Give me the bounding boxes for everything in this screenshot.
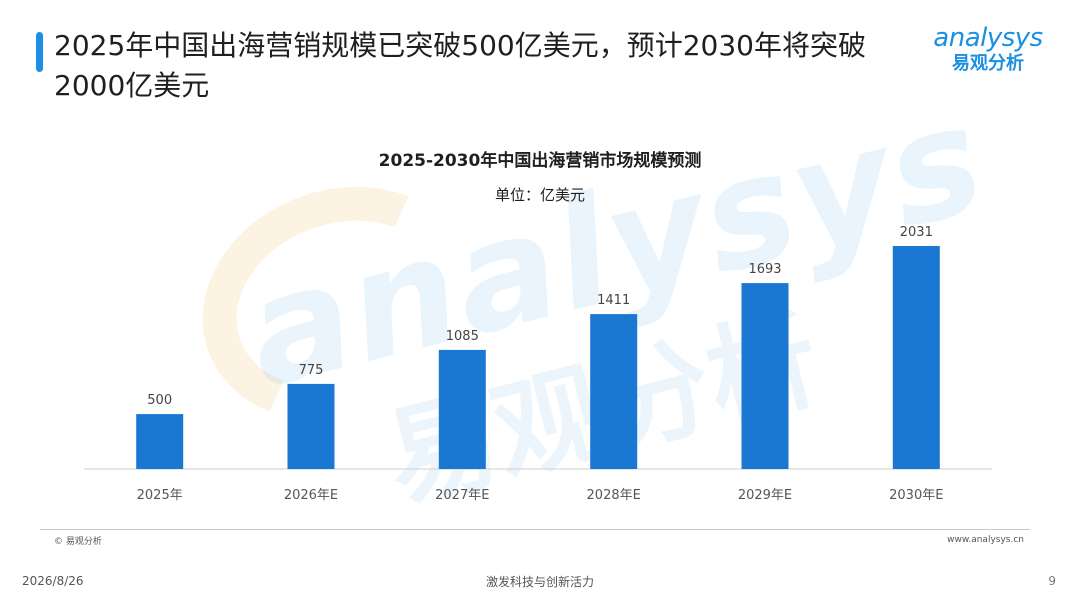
footer-tagline: 激发科技与创新活力 — [485, 575, 594, 589]
bar-3 — [590, 314, 638, 469]
page-number: 9 — [1048, 574, 1056, 588]
brand-logo: analysys 易观分析 — [928, 24, 1048, 76]
source-note: © 易观分析 — [54, 537, 102, 547]
data-label-5: 2031 — [900, 225, 933, 240]
x-tick-label-4: 2029年E — [738, 488, 792, 503]
brand-logo-cn: 易观分析 — [952, 53, 1024, 74]
bar-5 — [892, 246, 940, 469]
x-tick-label-5: 2030年E — [889, 488, 943, 503]
slide-date: 2026/8/26 — [22, 574, 84, 588]
x-tick-label-1: 2026年E — [284, 488, 338, 503]
title-accent-bar — [36, 32, 43, 72]
x-tick-label-0: 2025年 — [137, 488, 183, 503]
footer-divider — [40, 529, 1030, 530]
data-label-4: 1693 — [748, 262, 781, 277]
bar-1 — [287, 383, 335, 469]
data-label-3: 1411 — [597, 293, 630, 308]
bar-0 — [136, 414, 184, 469]
website-link[interactable]: www.analysys.cn — [947, 535, 1024, 545]
x-tick-label-3: 2028年E — [587, 488, 641, 503]
data-label-0: 500 — [147, 393, 172, 408]
bar-4 — [741, 283, 789, 469]
data-label-2: 1085 — [446, 329, 479, 344]
slide-title: 2025年中国出海营销规模已突破500亿美元，预计2030年将突破2000亿美元 — [54, 29, 866, 102]
chart-unit-label: 单位：亿美元 — [494, 186, 585, 204]
brand-logo-latin: analysys — [933, 23, 1043, 53]
bar-2 — [438, 349, 486, 469]
data-label-1: 775 — [299, 363, 324, 378]
x-tick-label-2: 2027年E — [435, 488, 489, 503]
chart-title: 2025-2030年中国出海营销市场规模预测 — [378, 151, 702, 171]
bar-chart: 500 2025年 775 2026年E 1085 2027年E 1411 2028年E 169… — [84, 225, 992, 503]
